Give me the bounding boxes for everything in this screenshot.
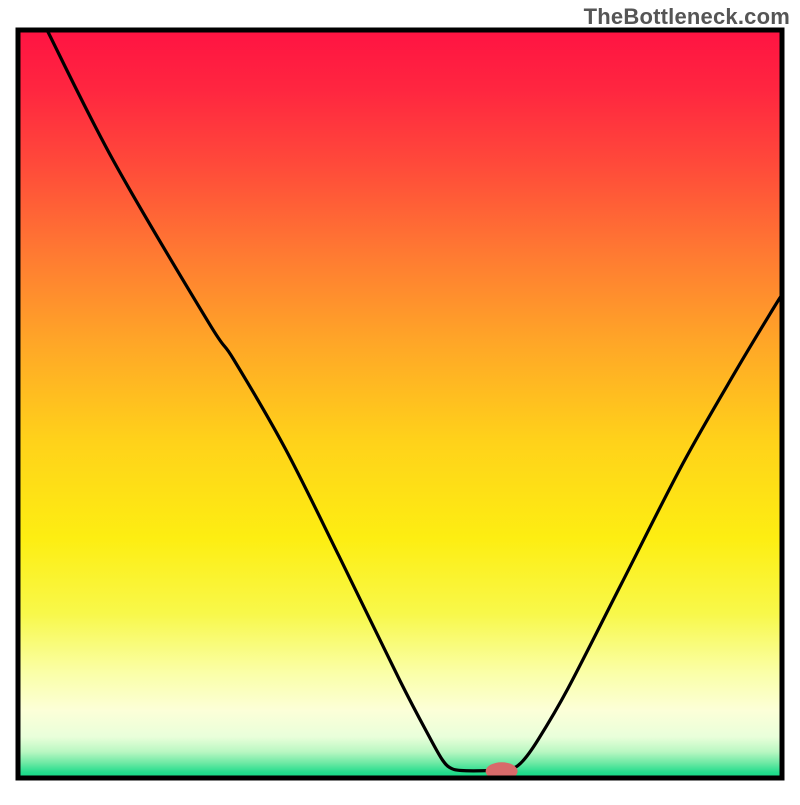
chart-svg bbox=[0, 0, 800, 800]
gradient-background bbox=[18, 30, 782, 778]
watermark-text: TheBottleneck.com bbox=[584, 4, 790, 30]
bottleneck-chart: TheBottleneck.com bbox=[0, 0, 800, 800]
